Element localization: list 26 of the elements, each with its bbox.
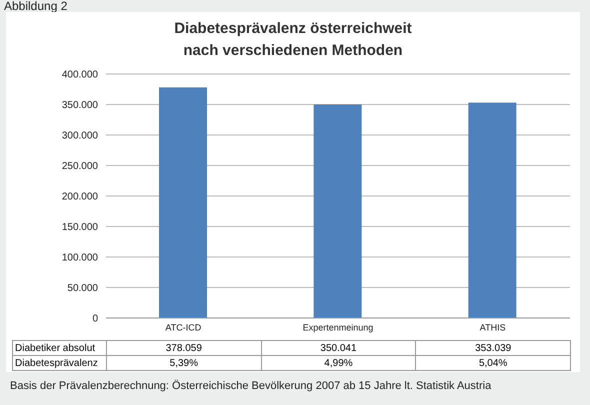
text: 5,39% <box>106 356 262 370</box>
bar <box>314 104 362 318</box>
chart-subtitle: Abbildung 2 <box>4 0 68 13</box>
chart-title: Diabetesprävalenz österreichweit nach verschiedenen Methoden <box>173 19 413 61</box>
y-tick-label: 350.000 <box>62 100 98 112</box>
y-tick-label: 100.000 <box>62 252 98 264</box>
data-label: 378.059 <box>106 340 262 356</box>
x-tick-label: ATHIS <box>480 322 506 332</box>
y-tick-label: 300.000 <box>62 130 98 142</box>
text: Diabetesprävalenz <box>12 356 106 370</box>
text: 4,99% <box>261 356 416 370</box>
y-tick-label: 50.000 <box>67 283 98 294</box>
text: Diabetiker absolut <box>12 340 106 356</box>
data-label: 353.039 <box>416 340 570 356</box>
bar <box>159 87 207 318</box>
y-tick-label: 200.000 <box>62 192 98 203</box>
y-tick-label: 150.000 <box>62 222 98 234</box>
x-tick-label: Expertenmeinung <box>302 322 374 332</box>
data-label: 350.041 <box>261 340 416 356</box>
y-tick-label: 0 <box>92 314 98 325</box>
text: Basis der Prävalenzberechnung: Österreichische Bevölkerung 2007 ab 15 Jahre lt. Statistik Austria <box>10 380 492 392</box>
x-tick-label: ATC-ICD <box>165 322 202 332</box>
bar <box>468 102 516 318</box>
text: 5,04% <box>416 356 570 370</box>
y-tick-label: 250.000 <box>62 161 98 172</box>
y-tick-label: 400.000 <box>62 70 98 81</box>
